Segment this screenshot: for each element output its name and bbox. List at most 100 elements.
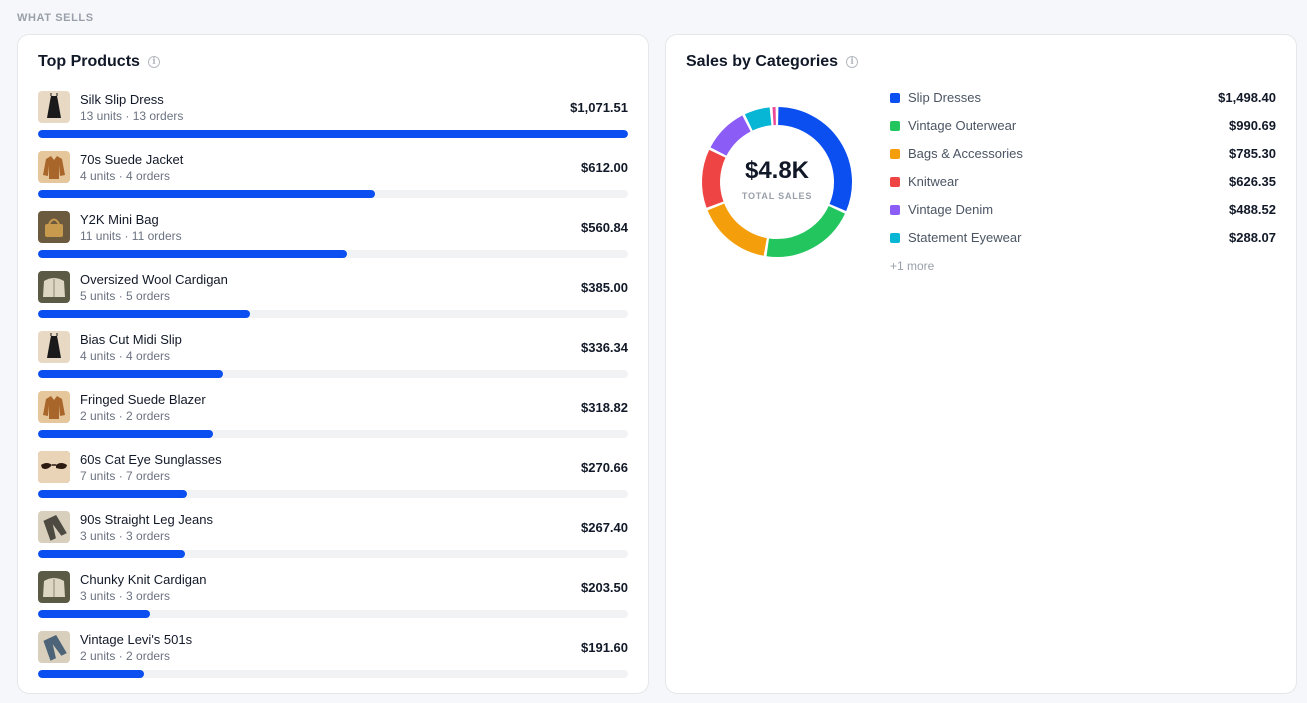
section-label: WHAT SELLS [17, 12, 94, 24]
product-bar-fill [38, 550, 185, 558]
product-bar-fill [38, 370, 224, 378]
legend-value: $288.07 [1229, 230, 1276, 245]
product-row[interactable]: Silk Slip Dress 13 units · 13 orders $1,… [38, 91, 628, 151]
product-revenue: $270.66 [581, 460, 628, 475]
top-products-title: Top Products i [38, 53, 160, 71]
product-meta: 3 units · 3 orders [80, 589, 171, 603]
donut-center: $4.8K TOTAL SALES [700, 157, 854, 201]
jacket-icon [43, 156, 65, 179]
legend-item[interactable]: Bags & Accessories $785.30 [890, 146, 1276, 174]
legend-label: Statement Eyewear [908, 230, 1022, 245]
product-name: Oversized Wool Cardigan [80, 272, 228, 287]
product-row[interactable]: Chunky Knit Cardigan 3 units · 3 orders … [38, 571, 628, 631]
product-meta: 4 units · 4 orders [80, 169, 171, 183]
product-bar-fill [38, 610, 151, 618]
product-row[interactable]: Y2K Mini Bag 11 units · 11 orders $560.8… [38, 211, 628, 271]
product-bar-fill [38, 250, 347, 258]
product-meta: 4 units · 4 orders [80, 349, 171, 363]
legend-value: $1,498.40 [1218, 90, 1276, 105]
product-bar-track [38, 430, 628, 438]
product-revenue: $203.50 [581, 580, 628, 595]
sunglasses-icon [38, 451, 70, 483]
product-meta: 5 units · 5 orders [80, 289, 171, 303]
donut-segment[interactable] [702, 149, 726, 208]
legend-value: $785.30 [1229, 146, 1276, 161]
legend-label: Vintage Denim [908, 202, 994, 217]
product-bar-fill [38, 490, 188, 498]
product-row[interactable]: Oversized Wool Cardigan 5 units · 5 orde… [38, 271, 628, 331]
more-categories-link[interactable]: +1 more [890, 259, 935, 273]
info-icon[interactable]: i [846, 56, 859, 68]
product-meta: 3 units · 3 orders [80, 529, 171, 543]
product-name: Chunky Knit Cardigan [80, 572, 207, 587]
donut-segment[interactable] [707, 203, 768, 256]
product-bar-track [38, 490, 628, 498]
sales-by-categories-title: Sales by Categories i [686, 53, 859, 71]
product-meta: 2 units · 2 orders [80, 649, 171, 663]
donut-svg [702, 107, 852, 257]
category-legend: Slip Dresses $1,498.40 Vintage Outerwear… [890, 90, 1276, 258]
product-row[interactable]: 70s Suede Jacket 4 units · 4 orders $612… [38, 151, 628, 211]
product-revenue: $385.00 [581, 280, 628, 295]
product-list: Silk Slip Dress 13 units · 13 orders $1,… [38, 91, 628, 691]
info-icon[interactable]: i [147, 56, 160, 68]
legend-label: Bags & Accessories [908, 146, 1023, 161]
product-thumbnail [38, 571, 70, 603]
product-row[interactable]: Fringed Suede Blazer 2 units · 2 orders … [38, 391, 628, 451]
top-products-card: Top Products i Silk Slip Dress 13 units … [17, 34, 649, 694]
product-thumbnail [38, 631, 70, 663]
product-thumbnail [38, 211, 70, 243]
product-revenue: $191.60 [581, 640, 628, 655]
product-revenue: $318.82 [581, 400, 628, 415]
legend-swatch [890, 149, 900, 159]
product-revenue: $1,071.51 [570, 100, 628, 115]
product-revenue: $336.34 [581, 340, 628, 355]
product-thumbnail [38, 451, 70, 483]
product-meta: 2 units · 2 orders [80, 409, 171, 423]
sales-by-categories-card: Sales by Categories i $4.8K TOTAL SALES … [665, 34, 1297, 694]
donut-total-caption: TOTAL SALES [741, 191, 813, 201]
product-row[interactable]: Vintage Levi's 501s 2 units · 2 orders $… [38, 631, 628, 691]
donut-total-value: $4.8K [744, 157, 810, 184]
donut-segment[interactable] [710, 115, 752, 157]
product-name: 60s Cat Eye Sunglasses [80, 452, 222, 467]
legend-swatch [890, 93, 900, 103]
legend-item[interactable]: Vintage Denim $488.52 [890, 202, 1276, 230]
product-meta: 7 units · 7 orders [80, 469, 171, 483]
legend-item[interactable]: Slip Dresses $1,498.40 [890, 90, 1276, 118]
product-name: 70s Suede Jacket [80, 152, 184, 167]
legend-swatch [890, 205, 900, 215]
product-row[interactable]: 60s Cat Eye Sunglasses 7 units · 7 order… [38, 451, 628, 511]
legend-swatch [890, 121, 900, 131]
legend-item[interactable]: Statement Eyewear $288.07 [890, 230, 1276, 258]
product-name: Vintage Levi's 501s [80, 632, 193, 647]
product-thumbnail [38, 271, 70, 303]
dress-icon [47, 333, 61, 358]
legend-item[interactable]: Knitwear $626.35 [890, 174, 1276, 202]
donut-segment[interactable] [777, 107, 852, 212]
sales-by-categories-title-text: Sales by Categories [686, 53, 839, 70]
product-name: Silk Slip Dress [80, 92, 164, 107]
product-row[interactable]: Bias Cut Midi Slip 4 units · 4 orders $3… [38, 331, 628, 391]
jacket-icon [43, 396, 65, 419]
legend-value: $488.52 [1229, 202, 1276, 217]
product-bar-track [38, 670, 628, 678]
cardigan-icon [43, 578, 65, 597]
legend-value: $990.69 [1229, 118, 1276, 133]
product-revenue: $612.00 [581, 160, 628, 175]
product-name: Bias Cut Midi Slip [80, 332, 182, 347]
legend-item[interactable]: Vintage Outerwear $990.69 [890, 118, 1276, 146]
product-name: 90s Straight Leg Jeans [80, 512, 213, 527]
donut-segment[interactable] [744, 107, 772, 131]
product-row[interactable]: 90s Straight Leg Jeans 3 units · 3 order… [38, 511, 628, 571]
donut-segment[interactable] [766, 205, 845, 257]
jeans-icon [43, 634, 67, 661]
product-thumbnail [38, 511, 70, 543]
product-name: Y2K Mini Bag [80, 212, 159, 227]
jeans-icon [43, 514, 67, 541]
product-name: Fringed Suede Blazer [80, 392, 206, 407]
legend-value: $626.35 [1229, 174, 1276, 189]
product-bar-track [38, 370, 628, 378]
product-meta: 13 units · 13 orders [80, 109, 184, 123]
product-bar-track [38, 250, 628, 258]
